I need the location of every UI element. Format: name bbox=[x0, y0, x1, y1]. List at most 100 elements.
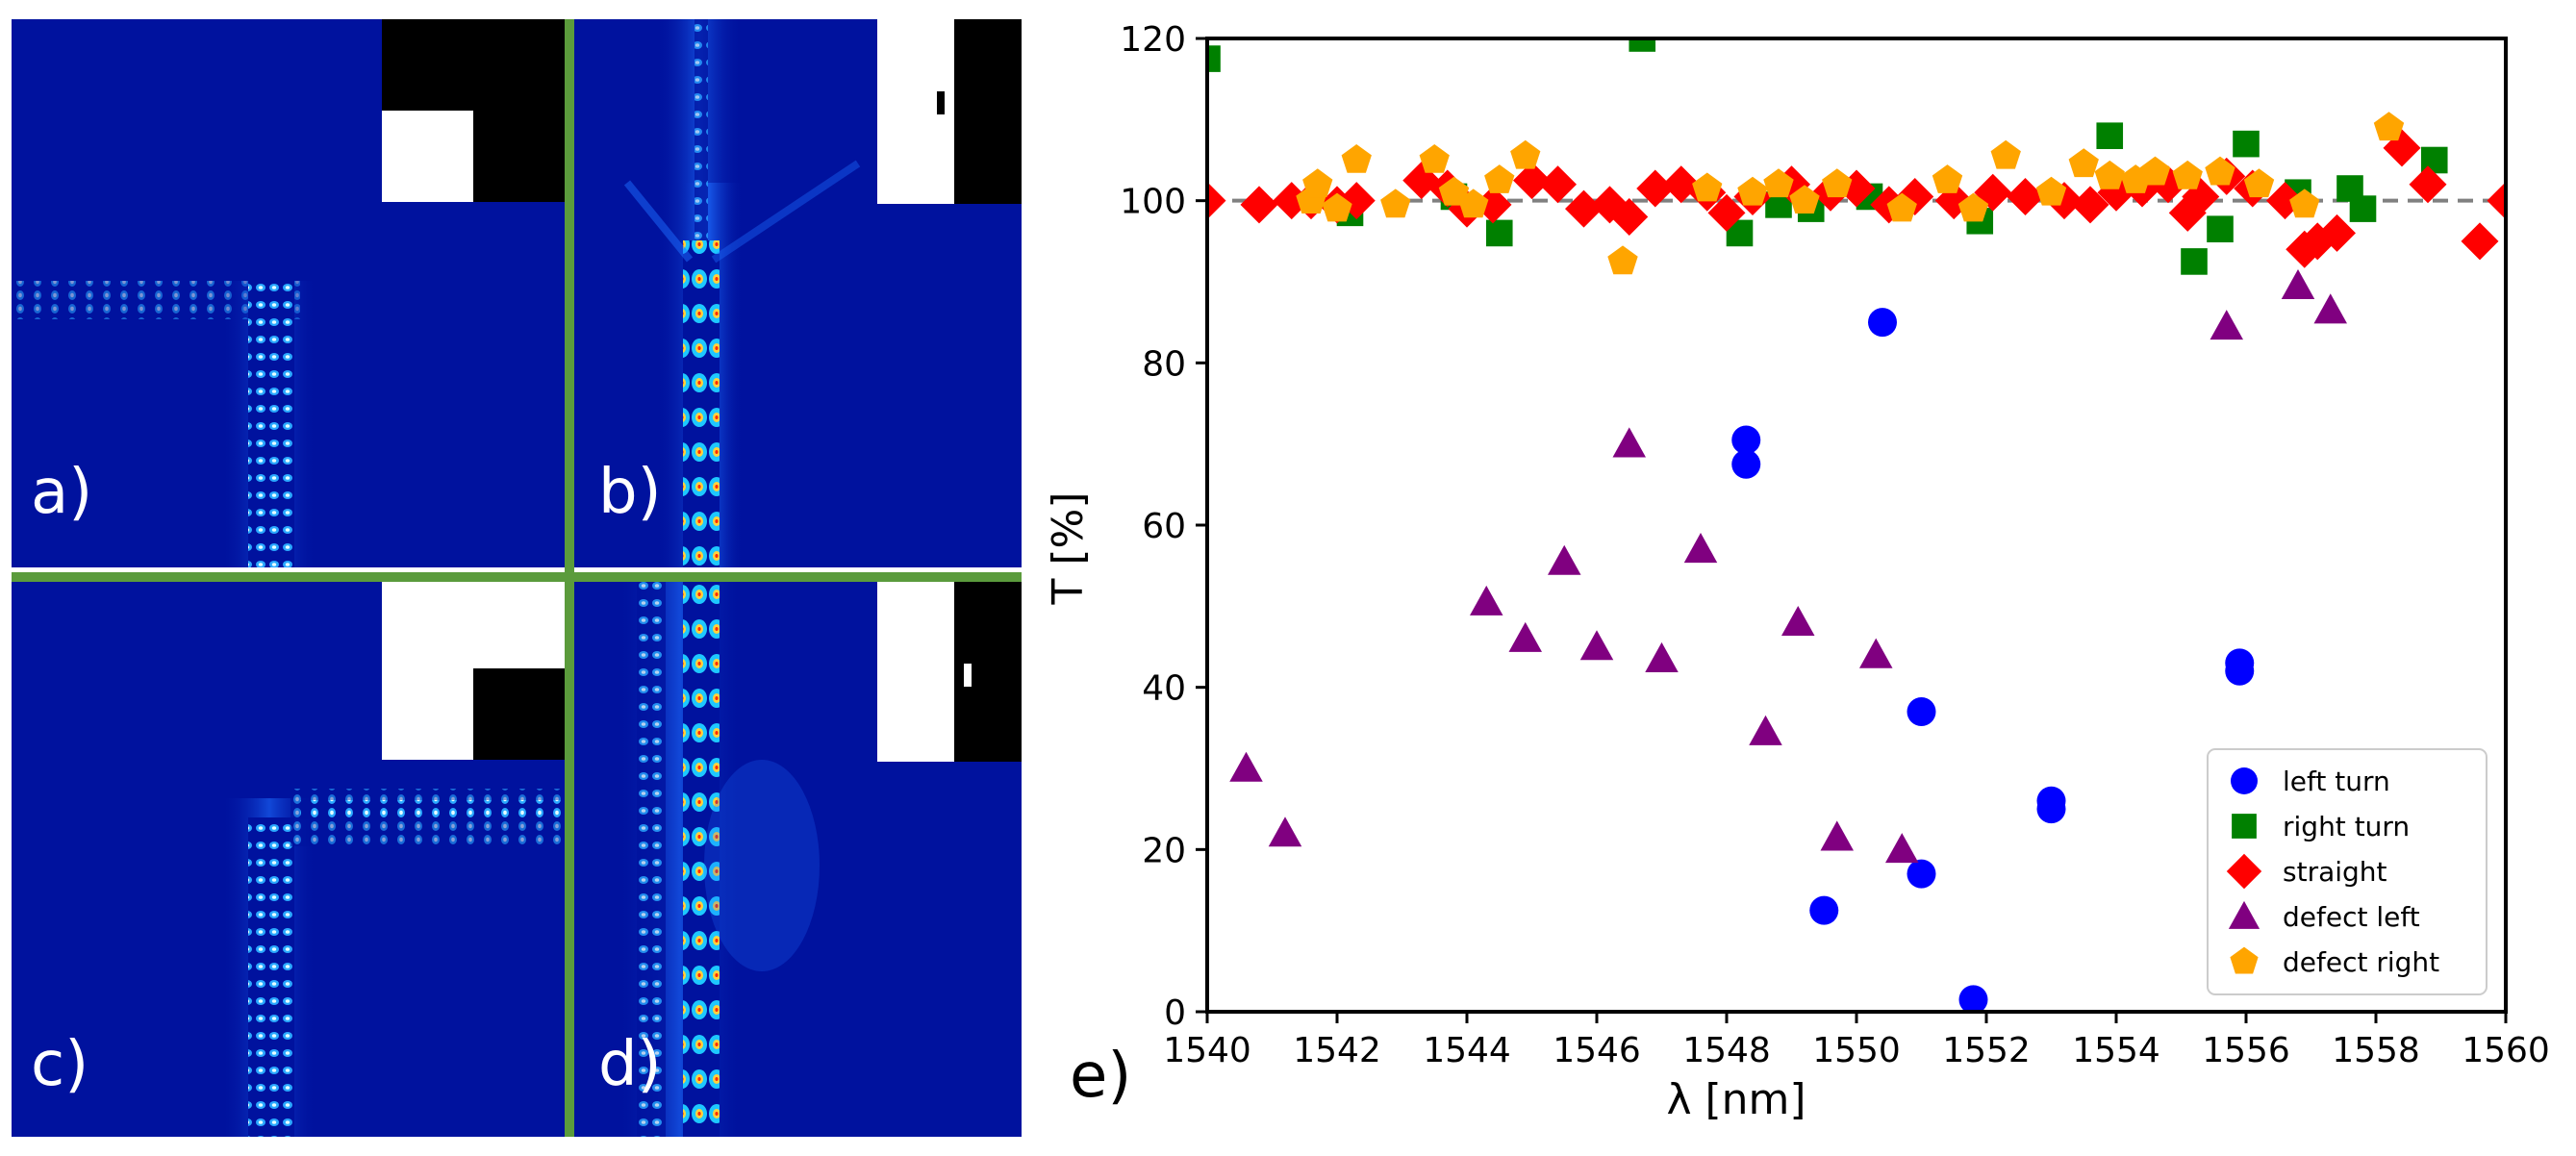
point-defect-left-0 bbox=[1229, 751, 1263, 782]
legend-marker-straight bbox=[2226, 853, 2262, 890]
x-tick-label-1546: 1546 bbox=[1553, 1031, 1641, 1070]
point-right-turn-13 bbox=[2233, 130, 2260, 158]
x-tick-label-1550: 1550 bbox=[1812, 1031, 1901, 1070]
x-tick-label-1560: 1560 bbox=[2462, 1031, 2550, 1070]
point-straight-10 bbox=[1513, 162, 1551, 200]
point-straight-44 bbox=[2487, 182, 2506, 220]
point-defect-left-2 bbox=[1470, 585, 1503, 616]
point-defect-left-6 bbox=[1612, 427, 1646, 458]
point-defect-right-25 bbox=[2172, 160, 2203, 189]
point-defect-left-15 bbox=[2281, 268, 2315, 300]
point-defect-right-3 bbox=[1341, 144, 1372, 173]
point-straight-18 bbox=[1707, 193, 1746, 232]
point-defect-right-19 bbox=[1990, 139, 2021, 169]
x-tick-label-1548: 1548 bbox=[1682, 1031, 1771, 1070]
point-right-turn-0 bbox=[1207, 45, 1221, 72]
field-panel-c: c) bbox=[12, 577, 569, 1137]
legend-label-left-turn: left turn bbox=[2283, 766, 2390, 797]
point-defect-right-11 bbox=[1692, 172, 1723, 202]
point-defect-right-27 bbox=[2243, 168, 2275, 198]
point-defect-left-4 bbox=[1548, 544, 1581, 575]
point-defect-right-24 bbox=[2139, 156, 2171, 186]
point-left-turn-1 bbox=[1731, 449, 1761, 479]
point-defect-left-5 bbox=[1579, 630, 1614, 661]
data-marks-layer bbox=[1207, 38, 2506, 1012]
point-defect-right-8 bbox=[1484, 164, 1515, 193]
point-defect-right-29 bbox=[2373, 112, 2405, 141]
point-defect-right-26 bbox=[2205, 156, 2235, 186]
x-tick-label-1544: 1544 bbox=[1423, 1031, 1511, 1070]
y-axis-label: T [%] bbox=[1044, 491, 1093, 605]
point-defect-left-16 bbox=[2313, 293, 2347, 324]
field-map-d bbox=[569, 577, 1022, 1137]
x-tick-label-1554: 1554 bbox=[2072, 1031, 2160, 1070]
point-straight-43 bbox=[2461, 222, 2499, 261]
point-straight-14 bbox=[1610, 198, 1649, 237]
field-map-a bbox=[12, 19, 569, 567]
point-straight-29 bbox=[2071, 186, 2109, 224]
point-right-turn-4 bbox=[1485, 219, 1513, 247]
point-left-turn-8 bbox=[2036, 794, 2066, 824]
point-defect-left-14 bbox=[2210, 310, 2243, 340]
point-straight-12 bbox=[1565, 189, 1603, 228]
y-tick-label-60: 60 bbox=[1142, 507, 1186, 546]
legend-label-defect-right: defect right bbox=[2283, 946, 2439, 978]
legend-marker-defect-right bbox=[2230, 946, 2259, 974]
point-right-turn-16 bbox=[2349, 195, 2377, 222]
point-left-turn-0 bbox=[1731, 425, 1761, 455]
point-straight-0 bbox=[1207, 182, 1226, 220]
point-right-turn-10 bbox=[2096, 122, 2124, 149]
point-defect-right-15 bbox=[1822, 168, 1853, 198]
point-defect-right-1 bbox=[1302, 168, 1333, 198]
point-defect-right-17 bbox=[1932, 164, 1963, 193]
legend-label-defect-left: defect left bbox=[2283, 901, 2420, 933]
legend-label-straight: straight bbox=[2283, 856, 2387, 888]
divider-horizontal bbox=[12, 572, 1022, 582]
point-left-turn-6 bbox=[1958, 985, 1988, 1012]
point-left-turn-4 bbox=[1907, 696, 1936, 726]
point-defect-right-10 bbox=[1607, 245, 1638, 275]
point-defect-right-13 bbox=[1763, 168, 1794, 198]
axes-layer: 1540 1542 1544 1546 1548 1550 1552 1554 1556 1558… bbox=[1120, 20, 2550, 1070]
x-tick-label-1556: 1556 bbox=[2202, 1031, 2290, 1070]
x-tick-label-1552: 1552 bbox=[1942, 1031, 2031, 1070]
point-defect-right-5 bbox=[1419, 144, 1450, 173]
legend-marker-right-turn bbox=[2232, 814, 2257, 839]
series-right-turn bbox=[1207, 38, 2448, 275]
point-left-turn-5 bbox=[1907, 859, 1936, 889]
y-tick-label-40: 40 bbox=[1142, 669, 1186, 709]
series-left-turn bbox=[1731, 308, 2255, 1012]
field-map-c bbox=[12, 577, 569, 1137]
point-straight-1 bbox=[1240, 186, 1278, 224]
point-defect-left-11 bbox=[1820, 820, 1854, 851]
y-tick-label-20: 20 bbox=[1142, 831, 1186, 870]
point-right-turn-1 bbox=[1629, 38, 1656, 52]
legend-marker-left-turn bbox=[2231, 767, 2258, 794]
point-defect-left-8 bbox=[1683, 533, 1718, 564]
point-defect-right-28 bbox=[2289, 188, 2320, 218]
field-panel-d: d) bbox=[569, 577, 1022, 1137]
x-axis-label: λ [nm] bbox=[1666, 1075, 1806, 1124]
y-tick-label-120: 120 bbox=[1120, 20, 1186, 60]
field-panel-a: a) bbox=[12, 19, 569, 567]
point-defect-right-21 bbox=[2068, 148, 2099, 178]
panel-label-d: d) bbox=[598, 1029, 662, 1100]
x-tick-label-1558: 1558 bbox=[2332, 1031, 2420, 1070]
field-panel-b: b) bbox=[569, 19, 1022, 567]
x-tick-label-1542: 1542 bbox=[1293, 1031, 1381, 1070]
panel-label-b: b) bbox=[598, 457, 662, 528]
point-defect-right-16 bbox=[1886, 192, 1917, 222]
point-defect-right-22 bbox=[2094, 160, 2125, 189]
panel-label-a: a) bbox=[31, 457, 93, 528]
point-defect-right-7 bbox=[1458, 188, 1489, 218]
point-defect-right-2 bbox=[1322, 192, 1352, 222]
point-defect-left-1 bbox=[1268, 817, 1302, 847]
y-tick-label-0: 0 bbox=[1164, 993, 1186, 1033]
point-defect-left-9 bbox=[1749, 715, 1782, 745]
point-defect-right-14 bbox=[1789, 185, 1820, 214]
x-tick-label-1540: 1540 bbox=[1163, 1031, 1251, 1070]
point-left-turn-2 bbox=[1809, 895, 1839, 925]
series-defect-right bbox=[1296, 112, 2405, 275]
legend-label-right-turn: right turn bbox=[2283, 811, 2410, 842]
